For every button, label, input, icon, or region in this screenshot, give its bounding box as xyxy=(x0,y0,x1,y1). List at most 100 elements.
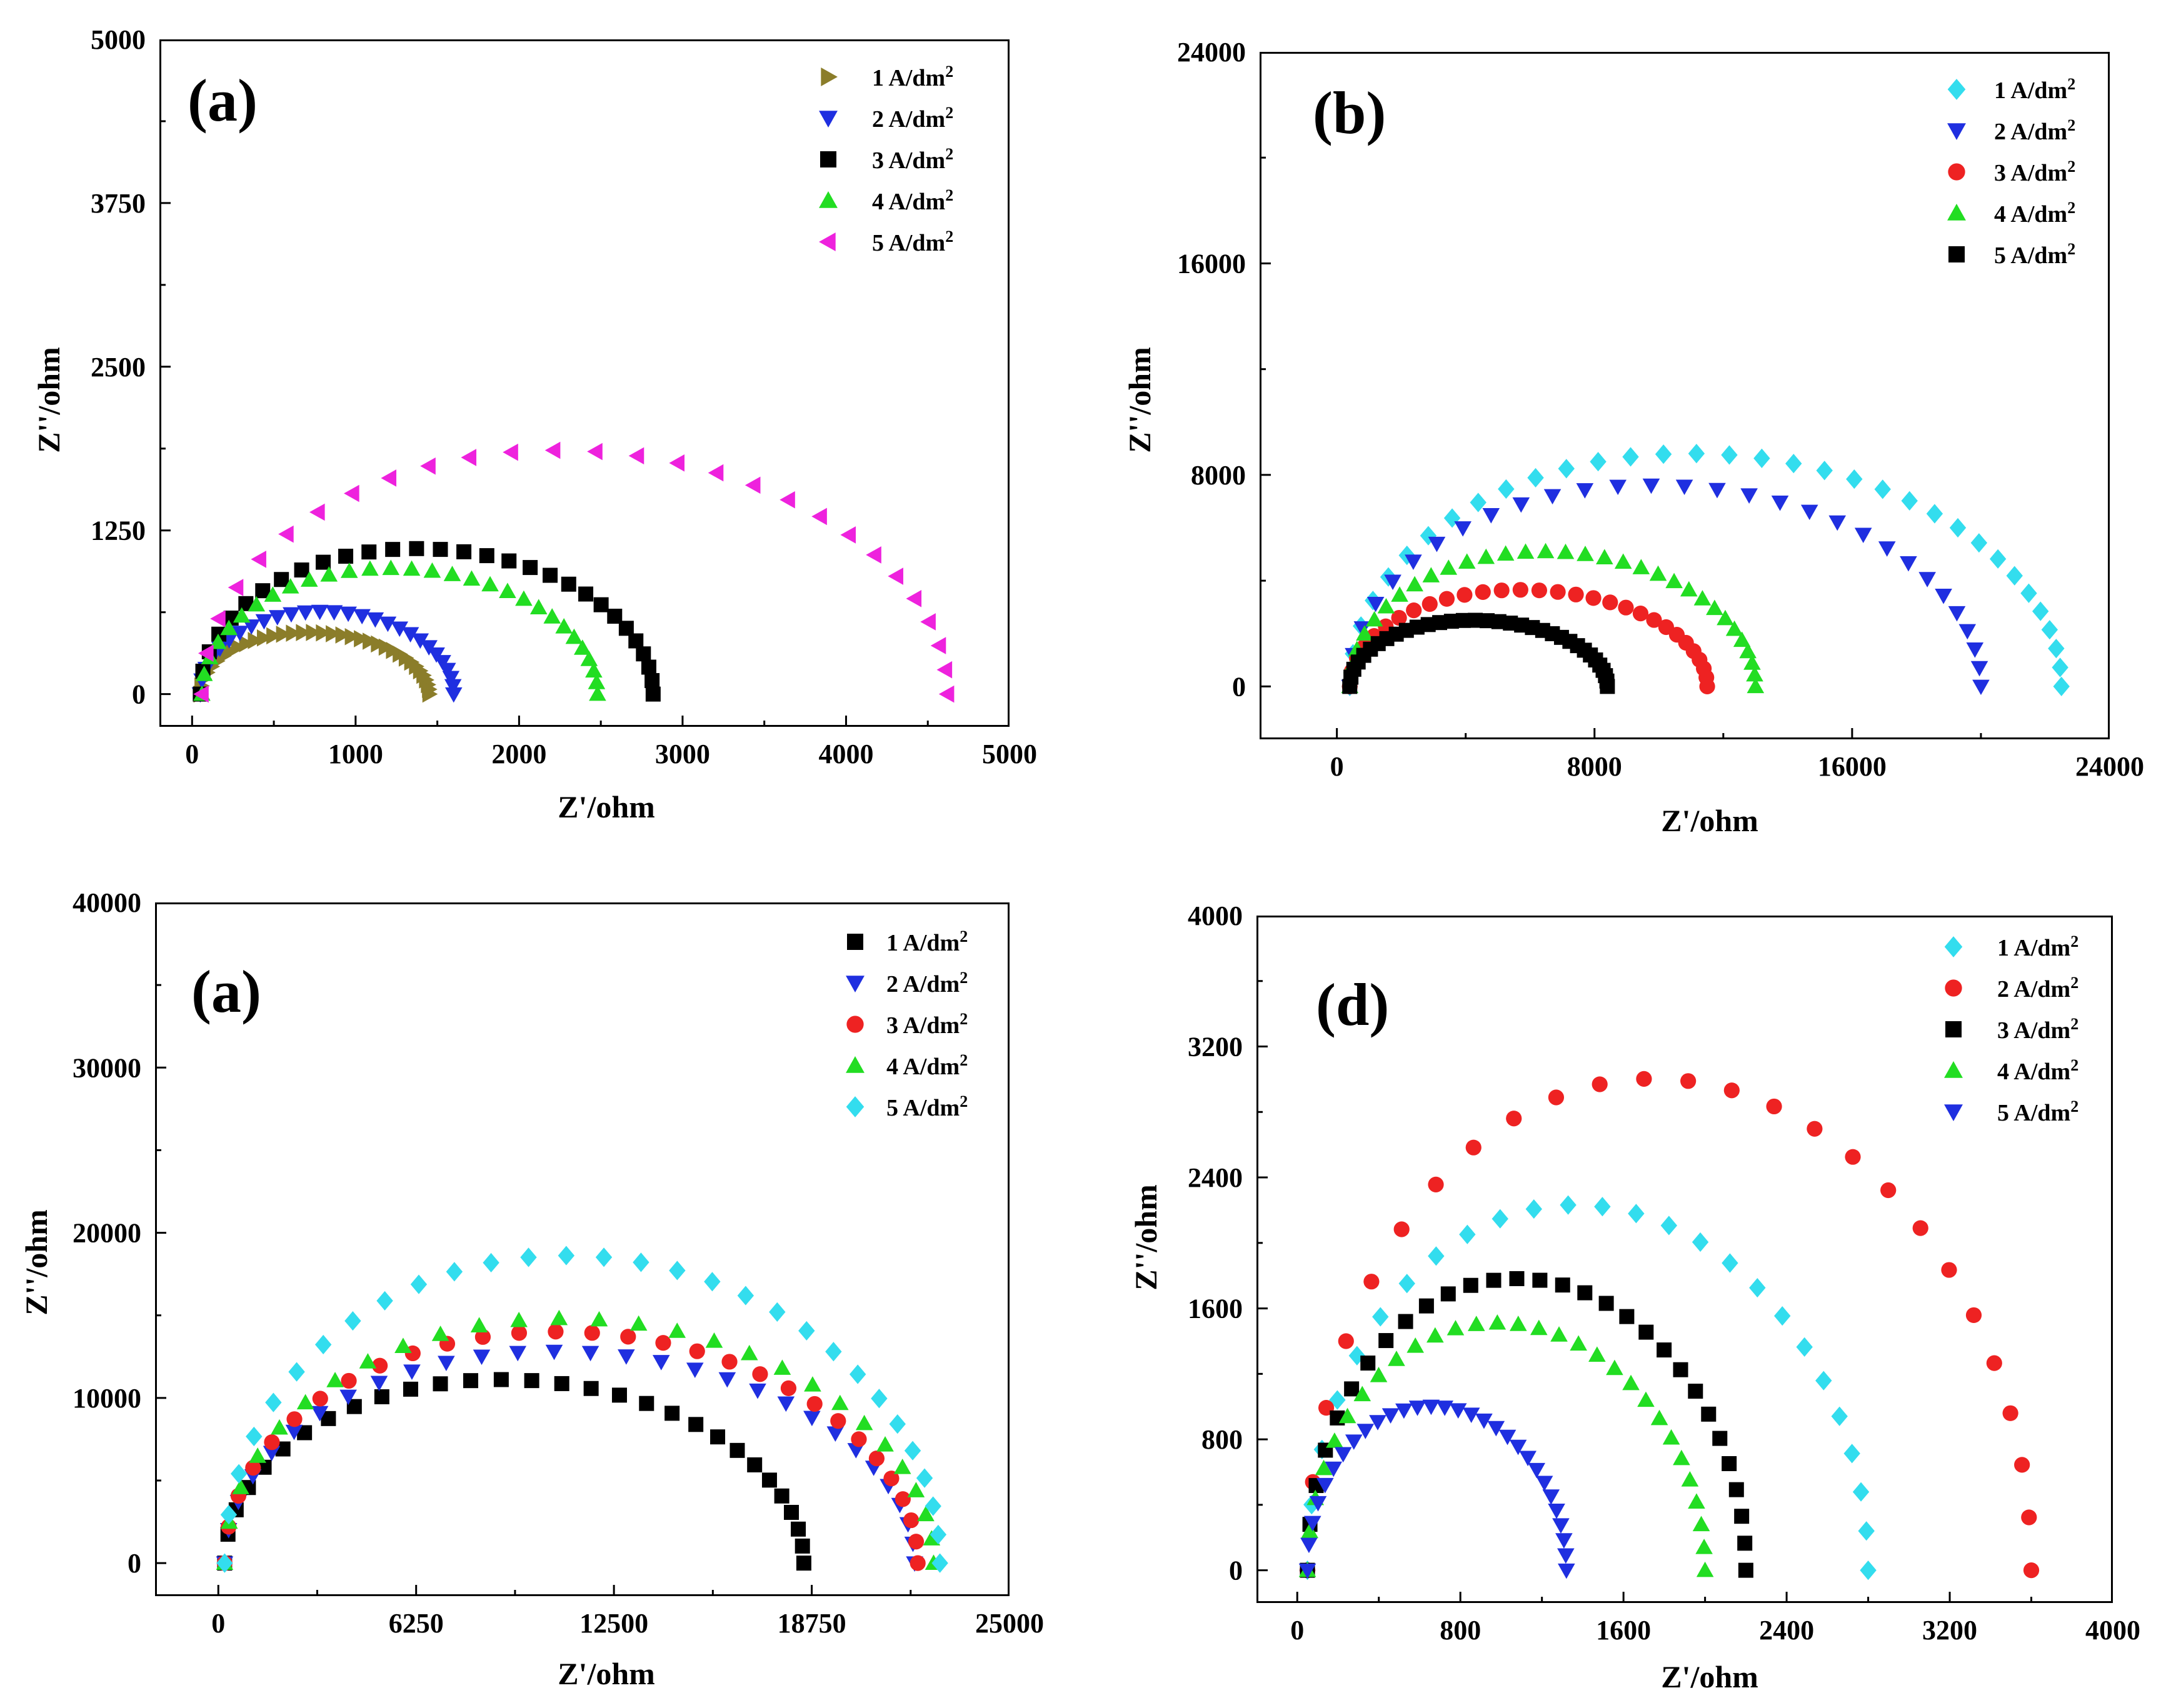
data-point xyxy=(846,976,865,992)
data-point xyxy=(461,449,477,466)
data-point xyxy=(804,1376,821,1392)
legend: 1 A/dm2 2 A/dm2 3 A/dm2 4 A/dm2 5 A/dm2 xyxy=(846,927,968,1121)
data-point xyxy=(1947,204,1966,221)
data-point xyxy=(1846,469,1863,489)
plot-area: (a) 1 A/dm2 2 A/dm2 3 A/dm2 4 A/dm2 5 A/… xyxy=(159,39,1010,727)
data-points xyxy=(216,1246,948,1573)
data-point xyxy=(371,635,386,653)
legend-marker xyxy=(1944,1061,1963,1078)
data-point xyxy=(1972,679,1990,696)
panel-top-left: Z''/ohm 0 1250 2500 3750 5000 0 1000 200… xyxy=(31,24,1037,824)
data-point xyxy=(1406,1337,1424,1353)
data-point xyxy=(554,1376,569,1391)
data-point xyxy=(618,621,634,636)
data-point xyxy=(1688,1493,1705,1509)
data-point xyxy=(1509,1271,1525,1286)
data-point xyxy=(376,1291,393,1311)
x-tick-labels: 0 1000 2000 3000 4000 5000 xyxy=(185,739,1037,769)
data-point xyxy=(1949,517,1967,538)
legend-marker xyxy=(846,1016,864,1033)
y-tick-label: 0 xyxy=(132,679,146,710)
data-point xyxy=(1486,1272,1502,1288)
data-point xyxy=(636,646,651,662)
data-point xyxy=(1422,1399,1440,1416)
y-tick-label: 1600 xyxy=(1188,1294,1243,1324)
x-tick-labels: 0 8000 16000 24000 xyxy=(1330,751,2144,782)
data-point xyxy=(335,626,351,644)
y-tick-label: 30000 xyxy=(73,1052,141,1083)
legend-marker xyxy=(1944,1104,1963,1121)
legend-item: 3 A/dm2 xyxy=(1945,1015,2078,1044)
data-point xyxy=(499,582,516,599)
data-point xyxy=(1637,1391,1655,1407)
data-point xyxy=(520,1247,537,1267)
data-point xyxy=(339,1389,357,1406)
data-point xyxy=(1463,1277,1478,1293)
data-point xyxy=(326,625,341,642)
x-tick-label: 24000 xyxy=(2075,751,2144,782)
x-axis-label: Z'/ohm xyxy=(558,789,655,824)
data-point xyxy=(920,613,936,631)
data-point xyxy=(705,1332,723,1348)
data-point xyxy=(840,526,856,544)
data-point xyxy=(1665,572,1683,589)
data-point xyxy=(846,1096,865,1117)
data-point xyxy=(266,627,282,645)
data-point xyxy=(1958,624,1977,640)
data-point xyxy=(2021,1509,2037,1526)
legend-item: 4 A/dm2 xyxy=(1947,199,2075,227)
data-point xyxy=(620,1329,636,1345)
data-point xyxy=(1408,1401,1426,1416)
data-point xyxy=(230,1464,248,1484)
data-point xyxy=(581,1346,599,1362)
data-point xyxy=(868,1451,885,1467)
data-point xyxy=(590,1311,608,1327)
data-point xyxy=(849,1364,866,1384)
data-point xyxy=(286,624,302,642)
data-point xyxy=(1477,548,1495,564)
data-point xyxy=(359,1353,377,1369)
data-point xyxy=(243,619,261,635)
data-point xyxy=(1356,625,1373,641)
data-point xyxy=(316,624,331,642)
data-point xyxy=(2006,566,2023,586)
data-point xyxy=(1989,549,2007,569)
y-tick-label: 10000 xyxy=(73,1383,141,1414)
data-point xyxy=(686,1362,704,1379)
data-point xyxy=(1638,1324,1654,1340)
legend-item: 4 A/dm2 xyxy=(1944,1056,2078,1085)
data-point xyxy=(1497,545,1515,561)
data-point xyxy=(1338,1407,1356,1424)
x-tick-label: 0 xyxy=(1330,751,1344,782)
data-point xyxy=(296,1394,314,1410)
data-point xyxy=(1662,1429,1680,1445)
data-point xyxy=(379,616,397,632)
data-point xyxy=(780,491,795,509)
y-tick-label: 4000 xyxy=(1188,901,1243,931)
data-point xyxy=(1673,1362,1688,1377)
legend-item: 1 A/dm2 xyxy=(1944,932,2078,961)
data-point xyxy=(2020,583,2037,603)
data-point xyxy=(1854,527,1872,544)
data-point xyxy=(820,151,836,167)
data-point xyxy=(1965,1307,1982,1324)
data-point xyxy=(1458,553,1476,569)
data-point xyxy=(2032,601,2049,621)
x-tick-label: 2400 xyxy=(1759,1615,1814,1646)
data-point xyxy=(320,566,338,582)
data-point xyxy=(403,1364,421,1381)
data-point xyxy=(312,1391,328,1407)
legend-marker xyxy=(846,1096,865,1117)
data-point xyxy=(444,687,463,703)
data-point xyxy=(1594,1197,1611,1217)
data-point xyxy=(1970,661,1988,677)
data-point xyxy=(1405,554,1422,571)
data-point xyxy=(438,662,456,679)
data-point xyxy=(1577,546,1594,561)
legend-label: 1 A/dm2 xyxy=(1997,932,2078,961)
data-point xyxy=(644,673,660,689)
data-point xyxy=(296,624,312,642)
data-point xyxy=(1506,1111,1522,1127)
data-point xyxy=(830,1413,846,1429)
legend-label: 3 A/dm2 xyxy=(872,145,953,174)
